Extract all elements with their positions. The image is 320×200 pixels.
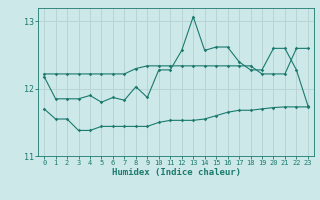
- X-axis label: Humidex (Indice chaleur): Humidex (Indice chaleur): [111, 168, 241, 177]
